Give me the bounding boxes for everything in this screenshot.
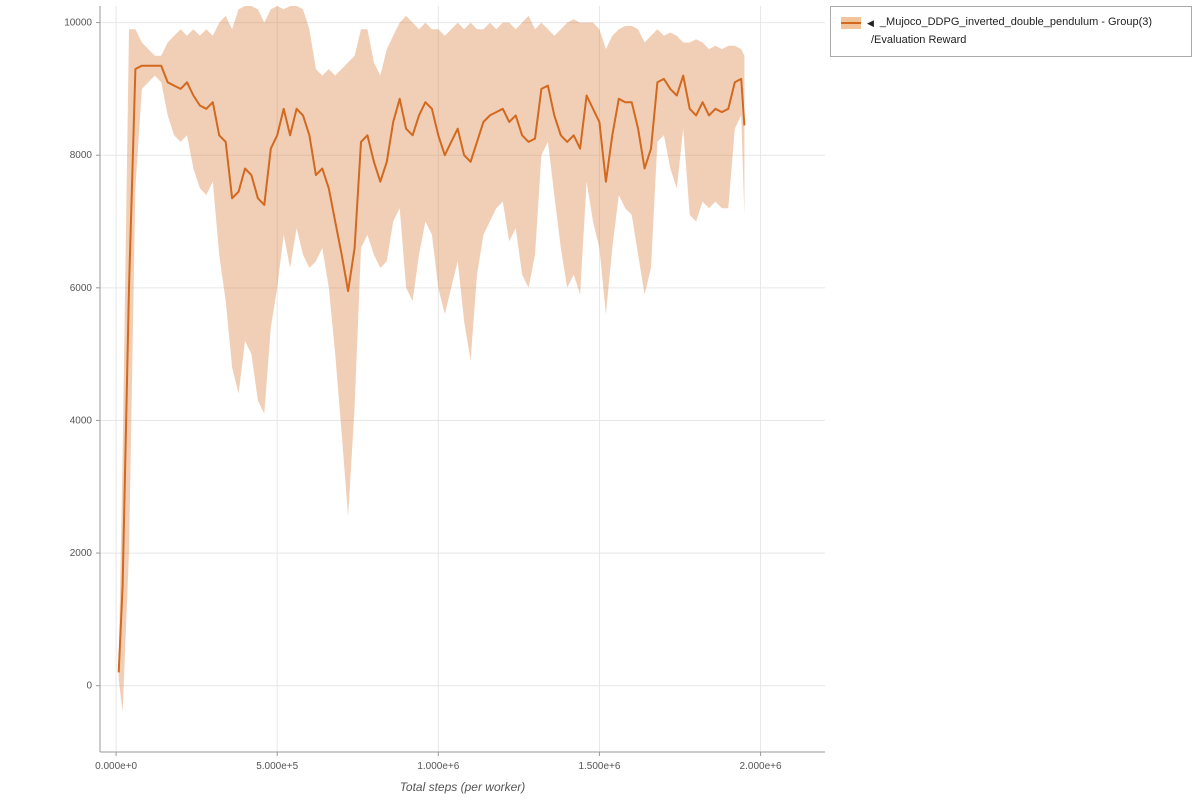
legend-label: _Mujoco_DDPG_inverted_double_pendulum - …	[879, 16, 1153, 28]
legend: ◀ _Mujoco_DDPG_inverted_double_pendulum …	[830, 6, 1192, 58]
x-tick-label: 5.000e+5	[256, 761, 298, 772]
x-axis-title: Total steps (per worker)	[399, 780, 526, 794]
confidence-band	[118, 6, 745, 713]
plot-area: 0 2000 4000 6000 8000 10000 0.000e+0 5.000e+5 1.…	[0, 0, 840, 794]
x-tick-label: 0.000e+0	[95, 761, 137, 772]
legend-swatch-line	[841, 21, 861, 25]
y-tick-label: 4000	[70, 415, 93, 426]
y-tick-label: 6000	[70, 283, 93, 294]
legend-entry: ◀ _Mujoco_DDPG_inverted_double_pendulum …	[841, 14, 1181, 32]
x-tick-label: 1.000e+6	[417, 761, 459, 772]
x-tick-label: 1.500e+6	[578, 761, 620, 772]
y-tick-label: 8000	[70, 150, 93, 161]
collapse-arrow-icon[interactable]: ◀	[867, 17, 874, 28]
reward-chart[interactable]: 0 2000 4000 6000 8000 10000 0.000e+0 5.000e+5 1.…	[0, 0, 840, 775]
y-tick-label: 10000	[64, 18, 92, 29]
legend-sublabel: /Evaluation Reward	[871, 33, 967, 46]
legend-swatch	[841, 16, 861, 29]
mean-line	[117, 64, 746, 673]
y-tick-label: 0	[86, 681, 92, 692]
y-tick-label: 2000	[70, 548, 93, 559]
x-tick-label: 2.000e+6	[740, 761, 782, 772]
